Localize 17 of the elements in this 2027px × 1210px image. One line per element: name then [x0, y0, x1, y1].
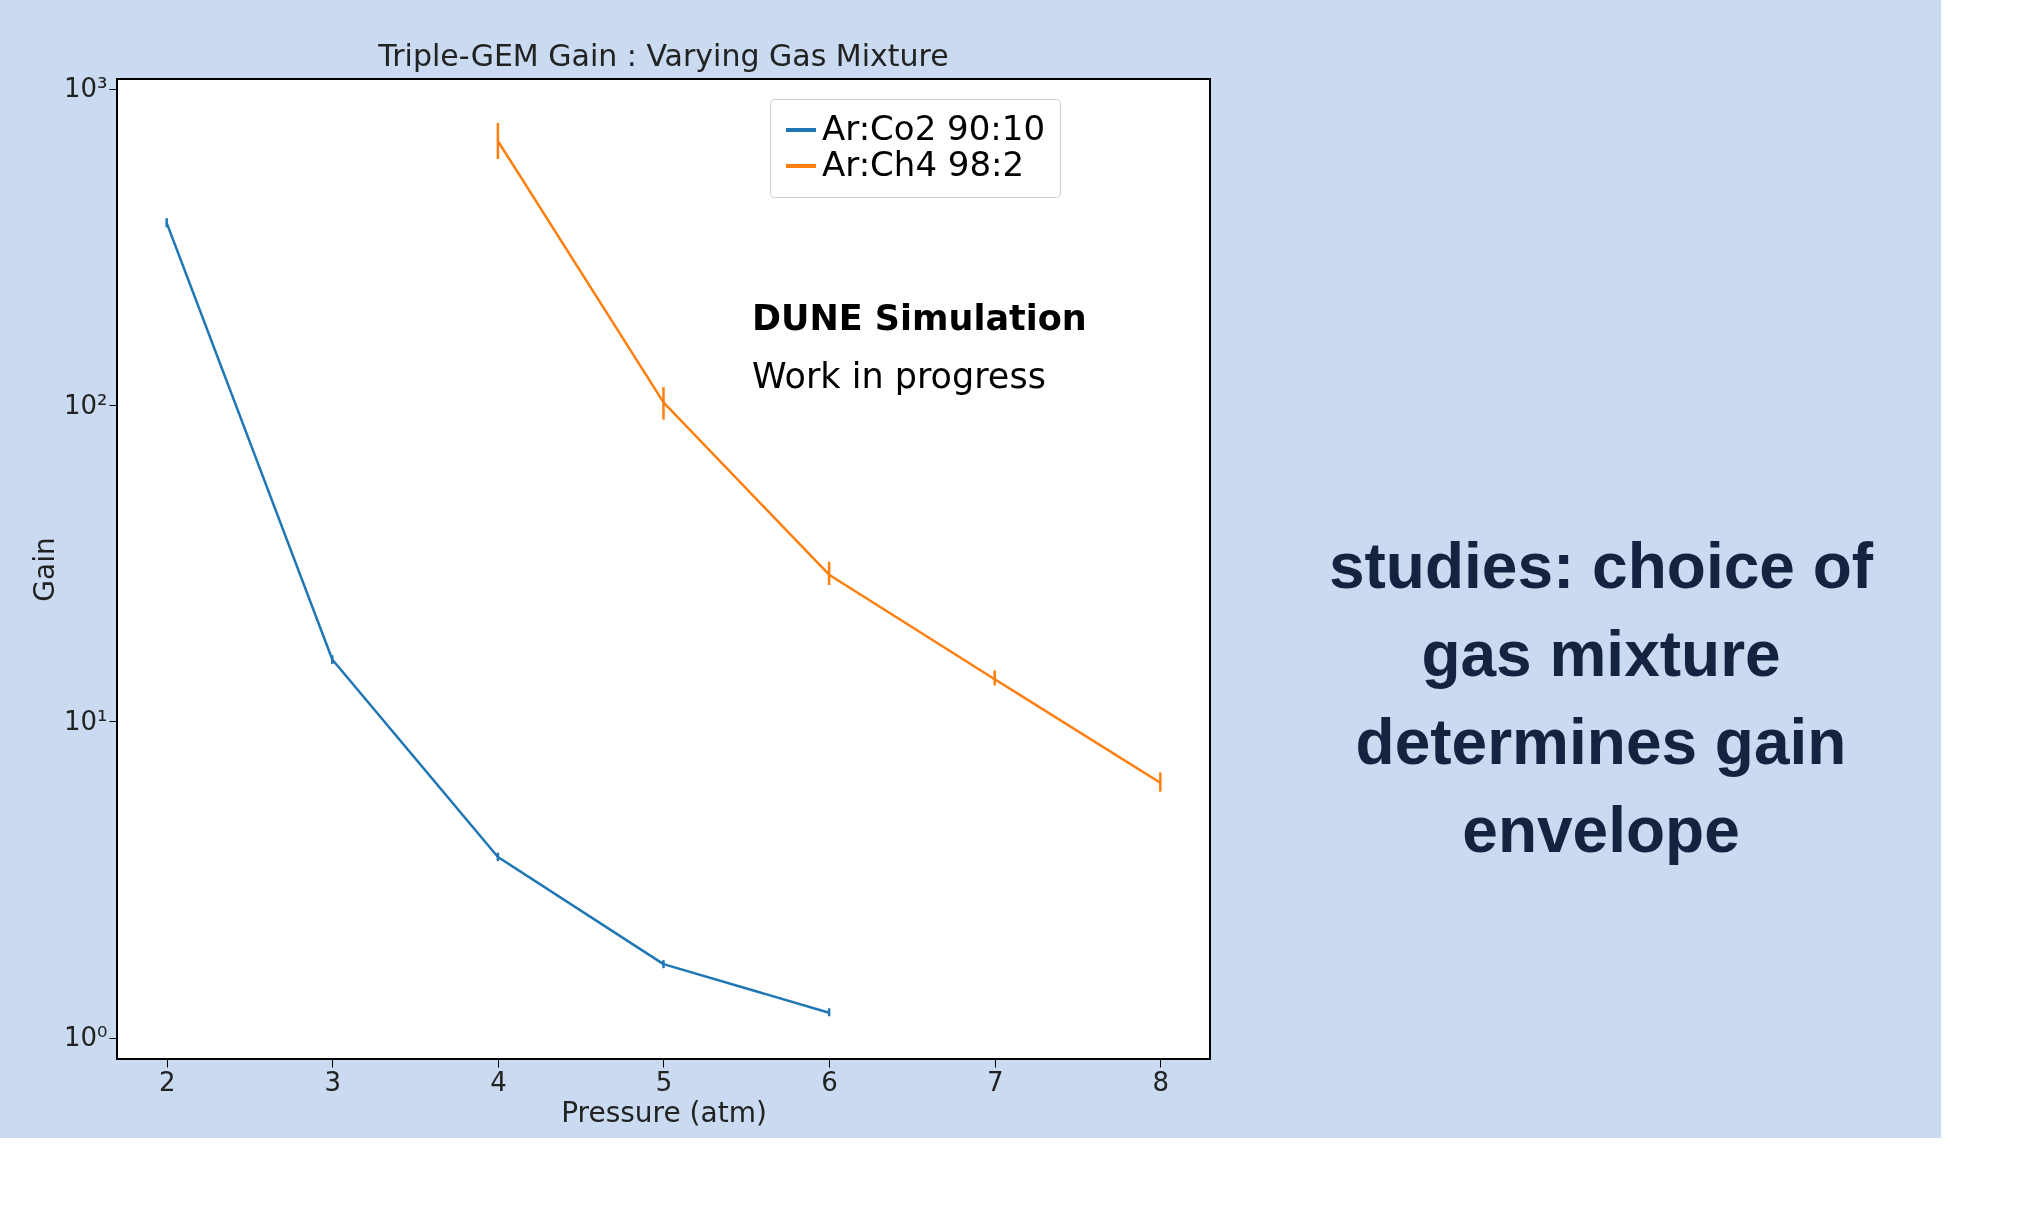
x-tick-label: 2: [158, 1066, 176, 1097]
annotation: Work in progress: [752, 356, 1046, 396]
x-tick-label: 4: [490, 1066, 507, 1097]
x-tick-label: 8: [1152, 1066, 1170, 1097]
y-tick-label: 10³: [63, 73, 108, 104]
text: studies: choice of gas mixture determines gain envelope: [1328, 530, 1874, 866]
y-tick-label: 10¹: [63, 705, 108, 736]
annotation: DUNE Simulation: [752, 298, 1087, 338]
x-tick-label: 3: [324, 1066, 342, 1097]
x-tick-label: 6: [821, 1066, 838, 1097]
y-tick-label: 10²: [63, 389, 108, 420]
chart-title: Triple-GEM Gain : Varying Gas Mixture: [377, 37, 949, 73]
x-axis-title: Pressure (atm): [561, 1095, 767, 1129]
y-axis-title: Gain: [27, 537, 61, 602]
x-tick-label: 7: [986, 1066, 1004, 1097]
x-tick-label: 5: [655, 1066, 673, 1097]
y-tick-label: 10⁰: [63, 1022, 108, 1053]
